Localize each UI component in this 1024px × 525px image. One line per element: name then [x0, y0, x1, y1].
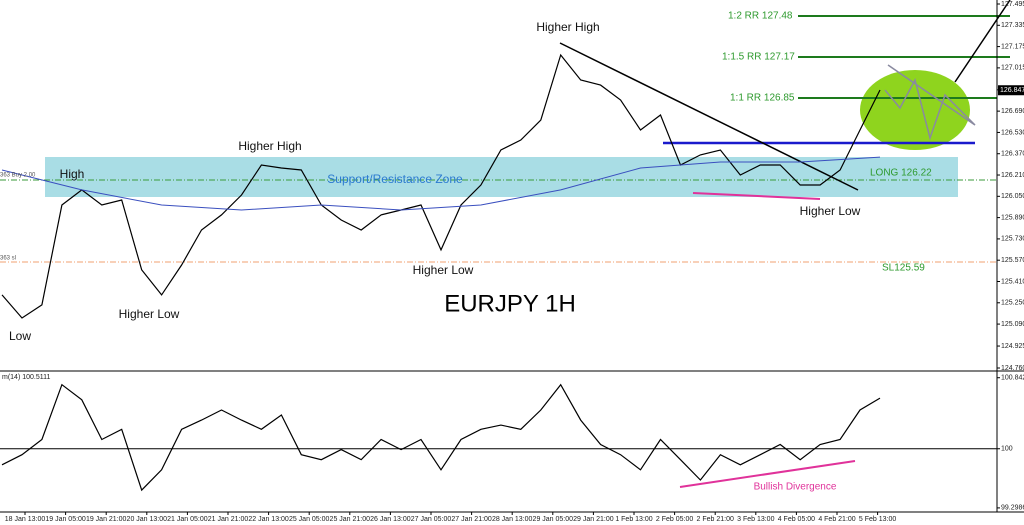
x-tick-label: 22 Jan 13:00: [248, 516, 289, 523]
y-tick-label: 100: [1001, 446, 1013, 453]
y-tick-label: 126.370: [1001, 151, 1024, 158]
annotation: Low: [9, 329, 31, 343]
last-price-box: [998, 85, 1024, 96]
y-tick-label: 125.570: [1001, 257, 1024, 264]
y-tick-label: 125.890: [1001, 214, 1024, 221]
x-tick-label: 5 Feb 13:00: [859, 516, 896, 523]
x-tick-label: 19 Jan 21:00: [86, 516, 127, 523]
y-tick-label: 100.8421: [1001, 375, 1024, 382]
trend-line: [559, 42, 859, 191]
y-tick-label: 126.210: [1001, 172, 1024, 179]
y-tick-label: 125.090: [1001, 321, 1024, 328]
x-tick-label: 18 Jan 13:00: [5, 516, 46, 523]
y-tick-label: 99.2986: [1001, 505, 1024, 512]
annotation: Higher Low: [119, 307, 180, 321]
y-tick-label: 126.530: [1001, 129, 1024, 136]
price-line: [1, 383, 881, 492]
x-tick-label: 29 Jan 21:00: [573, 516, 614, 523]
zone-label: Support/Resistance Zone: [327, 172, 463, 186]
order-label: 363 Buy 2.00: [0, 173, 36, 179]
projection-arrow: [954, 0, 1011, 83]
y-tick-label: 126.050: [1001, 193, 1024, 200]
y-tick-label: 127.175: [1001, 43, 1024, 50]
projection: [884, 64, 976, 141]
annotation: Bullish Divergence: [754, 482, 837, 493]
y-tick-label: 125.250: [1001, 300, 1024, 307]
annotation: Higher High: [536, 20, 599, 34]
price-line: [1, 156, 881, 211]
y-tick-label: 125.410: [1001, 278, 1024, 285]
x-tick-label: 27 Jan 05:00: [411, 516, 452, 523]
price-line: [1, 53, 881, 319]
level-label: 1:2 RR 127.48: [728, 11, 793, 22]
order-label: 363 sl: [0, 256, 16, 262]
annotation: Higher Low: [413, 263, 474, 277]
y-tick-label: 127.495: [1001, 1, 1024, 8]
y-tick-label: 124.760: [1001, 365, 1024, 372]
last-price-label: 126.847: [1000, 87, 1024, 94]
x-tick-label: 3 Feb 13:00: [737, 516, 774, 523]
y-tick-label: 127.335: [1001, 22, 1024, 29]
x-tick-label: 4 Feb 05:00: [778, 516, 815, 523]
level-label: SL125.59: [882, 263, 925, 274]
y-tick-label: 126.690: [1001, 108, 1024, 115]
y-tick-label: 124.925: [1001, 343, 1024, 350]
level-label: 1:1 RR 126.85: [730, 93, 795, 104]
level-label: 1:1.5 RR 127.17: [722, 52, 795, 63]
x-tick-label: 27 Jan 21:00: [451, 516, 492, 523]
x-tick-label: 25 Jan 05:00: [289, 516, 330, 523]
annotation: High: [60, 167, 85, 181]
x-tick-label: 1 Feb 13:00: [615, 516, 652, 523]
x-tick-label: 2 Feb 05:00: [656, 516, 693, 523]
support-line: [692, 192, 821, 200]
level-label: LONG 126.22: [870, 168, 932, 179]
support-resistance-zone: [45, 157, 958, 197]
y-tick-label: 127.015: [1001, 65, 1024, 72]
x-tick-label: 28 Jan 13:00: [492, 516, 533, 523]
annotation: Higher High: [238, 139, 301, 153]
chart-title: EURJPY 1H: [444, 290, 576, 317]
x-tick-label: 25 Jan 21:00: [330, 516, 371, 523]
x-tick-label: 2 Feb 21:00: [697, 516, 734, 523]
indicator-title: m(14) 100.5111: [2, 374, 50, 381]
x-tick-label: 21 Jan 05:00: [167, 516, 208, 523]
divergence-line: [679, 460, 856, 488]
target-zone: [860, 70, 970, 150]
annotation: Higher Low: [800, 204, 861, 218]
x-tick-label: 19 Jan 05:00: [45, 516, 86, 523]
x-tick-label: 21 Jan 21:00: [208, 516, 249, 523]
x-tick-label: 29 Jan 05:00: [533, 516, 574, 523]
x-tick-label: 26 Jan 13:00: [370, 516, 411, 523]
x-tick-label: 20 Jan 13:00: [127, 516, 168, 523]
y-tick-label: 125.730: [1001, 236, 1024, 243]
x-tick-label: 4 Feb 21:00: [818, 516, 855, 523]
